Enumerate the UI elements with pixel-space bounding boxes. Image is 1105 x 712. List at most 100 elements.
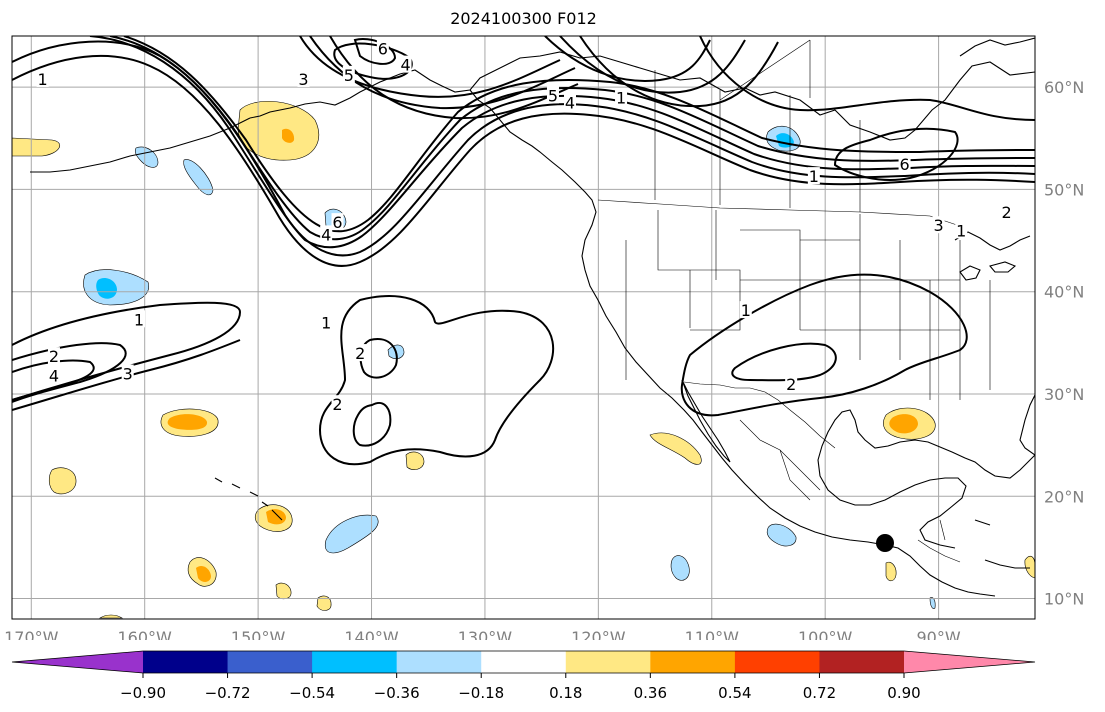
border-us-mexico	[683, 381, 836, 449]
lon-tick-label: 100°W	[798, 628, 853, 640]
lat-tick-label: 60°N	[1044, 78, 1084, 97]
contour-label-background	[320, 225, 333, 243]
map-title: 2024100300 F012	[450, 9, 597, 28]
border-central-america	[917, 519, 961, 563]
shade-negative-mexico-off	[766, 523, 797, 547]
lat-tick-label: 30°N	[1044, 385, 1084, 404]
shade-positive-small-c	[316, 595, 332, 611]
contour-jet-1	[12, 54, 1035, 267]
location-marker	[876, 534, 894, 552]
contour-west-1	[12, 301, 242, 401]
contour-label: 4	[49, 367, 59, 386]
contour-label: 1	[38, 70, 48, 89]
colorbar-tick-label: −0.54	[289, 684, 335, 702]
contour-label-background	[1000, 202, 1013, 220]
shade-orange-gulf	[889, 414, 918, 434]
contour-lines	[12, 36, 1035, 466]
contour-label: 2	[332, 395, 342, 414]
contour-label-background	[331, 213, 344, 231]
contour-label-background	[932, 216, 945, 234]
lon-tick-label: 140°W	[344, 628, 399, 640]
contour-label-background	[47, 366, 60, 384]
lon-tick-label: 120°W	[571, 628, 626, 640]
colorbar-box	[650, 651, 736, 673]
colorbar-box	[481, 651, 567, 673]
contour-sw-us-1	[680, 273, 968, 417]
contour-jet-5	[123, 36, 1035, 233]
contour-label-background	[133, 310, 146, 328]
contour-sw-us-2	[731, 342, 837, 382]
contour-mid-1	[318, 295, 554, 466]
contour-label-background	[564, 93, 576, 111]
contour-jet-7	[309, 36, 746, 110]
axis-tick-labels: 170°W 160°W 150°W 140°W 130°W 120°W 110°W 100°W…	[4, 78, 1084, 640]
lon-tick-label: 170°W	[4, 628, 59, 640]
lat-tick-label: 40°N	[1044, 283, 1084, 302]
contour-label: 4	[400, 56, 410, 75]
islands-hawaii	[214, 477, 283, 521]
contour-label-background	[376, 39, 389, 57]
contour-label: 5	[344, 66, 354, 85]
shade-negative-east-pacific	[670, 555, 690, 581]
colorbar-box	[565, 651, 651, 673]
contour-label-background	[320, 313, 333, 331]
coastline-great-lakes	[954, 231, 1031, 281]
contour-label: 6	[332, 213, 342, 232]
coastline-alaska-islands	[30, 117, 251, 173]
contour-jet-12	[833, 127, 959, 181]
shade-negative-small	[929, 597, 936, 609]
contour-label: 2	[49, 347, 59, 366]
lat-tick-label: 10°N	[1044, 590, 1084, 609]
contour-label-background	[399, 55, 412, 73]
map-frame	[11, 35, 1036, 620]
colorbar-tick-label: −0.18	[458, 684, 504, 702]
contour-label: 1	[616, 88, 626, 107]
colorbar-box	[143, 651, 229, 673]
contour-jet-6	[299, 36, 711, 98]
contour-label-background	[331, 395, 344, 413]
border-states	[625, 210, 991, 400]
contour-jet-4	[109, 36, 1035, 241]
shade-positive-small-b	[275, 582, 292, 600]
lat-tick-label: 20°N	[1044, 487, 1084, 506]
shade-negative-south-pacific	[324, 514, 379, 554]
colorbar-box	[312, 651, 398, 673]
colorbar-tick-label: 0.18	[549, 684, 582, 702]
contour-label: 3	[934, 216, 944, 235]
contour-label: 4	[565, 93, 575, 112]
map-background	[12, 36, 1035, 619]
contour-label-background	[297, 69, 310, 87]
shade-positive-small-a	[405, 451, 425, 471]
colorbar-tick-label: −0.90	[120, 684, 166, 702]
contour-label-background	[615, 88, 628, 106]
contour-label-background	[739, 301, 752, 319]
lon-tick-label: 110°W	[685, 628, 740, 640]
contour-label: 1	[321, 313, 331, 332]
colorbar-tick-label: 0.72	[803, 684, 836, 702]
colorbar-tick-label: 0.36	[634, 684, 667, 702]
contour-label: 4	[321, 225, 331, 244]
shade-positive-pacific-b	[48, 467, 77, 495]
contour-label: 1	[134, 310, 144, 329]
contour-label: 1	[809, 167, 819, 186]
colorbar-tick-label: 0.90	[887, 684, 920, 702]
coastline-florida	[1019, 394, 1035, 456]
colorbar-box	[396, 651, 482, 673]
contour-west-4	[12, 339, 241, 411]
colorbar-box	[227, 651, 313, 673]
shade-orange-pacific	[167, 414, 208, 430]
contour-label: 6	[899, 155, 909, 174]
coastlines-and-borders	[30, 37, 1035, 597]
border-us-canada	[597, 199, 961, 227]
contour-label: 2	[355, 344, 365, 363]
shade-positive-small-d	[885, 561, 897, 582]
contour-jet-10	[353, 38, 397, 65]
contour-label-background	[342, 65, 355, 83]
lon-tick-label: 150°W	[231, 628, 286, 640]
lon-tick-label: 130°W	[458, 628, 513, 640]
islands-caribbean	[974, 519, 1030, 569]
shade-positive-aleutians	[12, 137, 61, 157]
contour-label-background	[121, 364, 134, 382]
contour-jet-3	[89, 36, 1035, 249]
